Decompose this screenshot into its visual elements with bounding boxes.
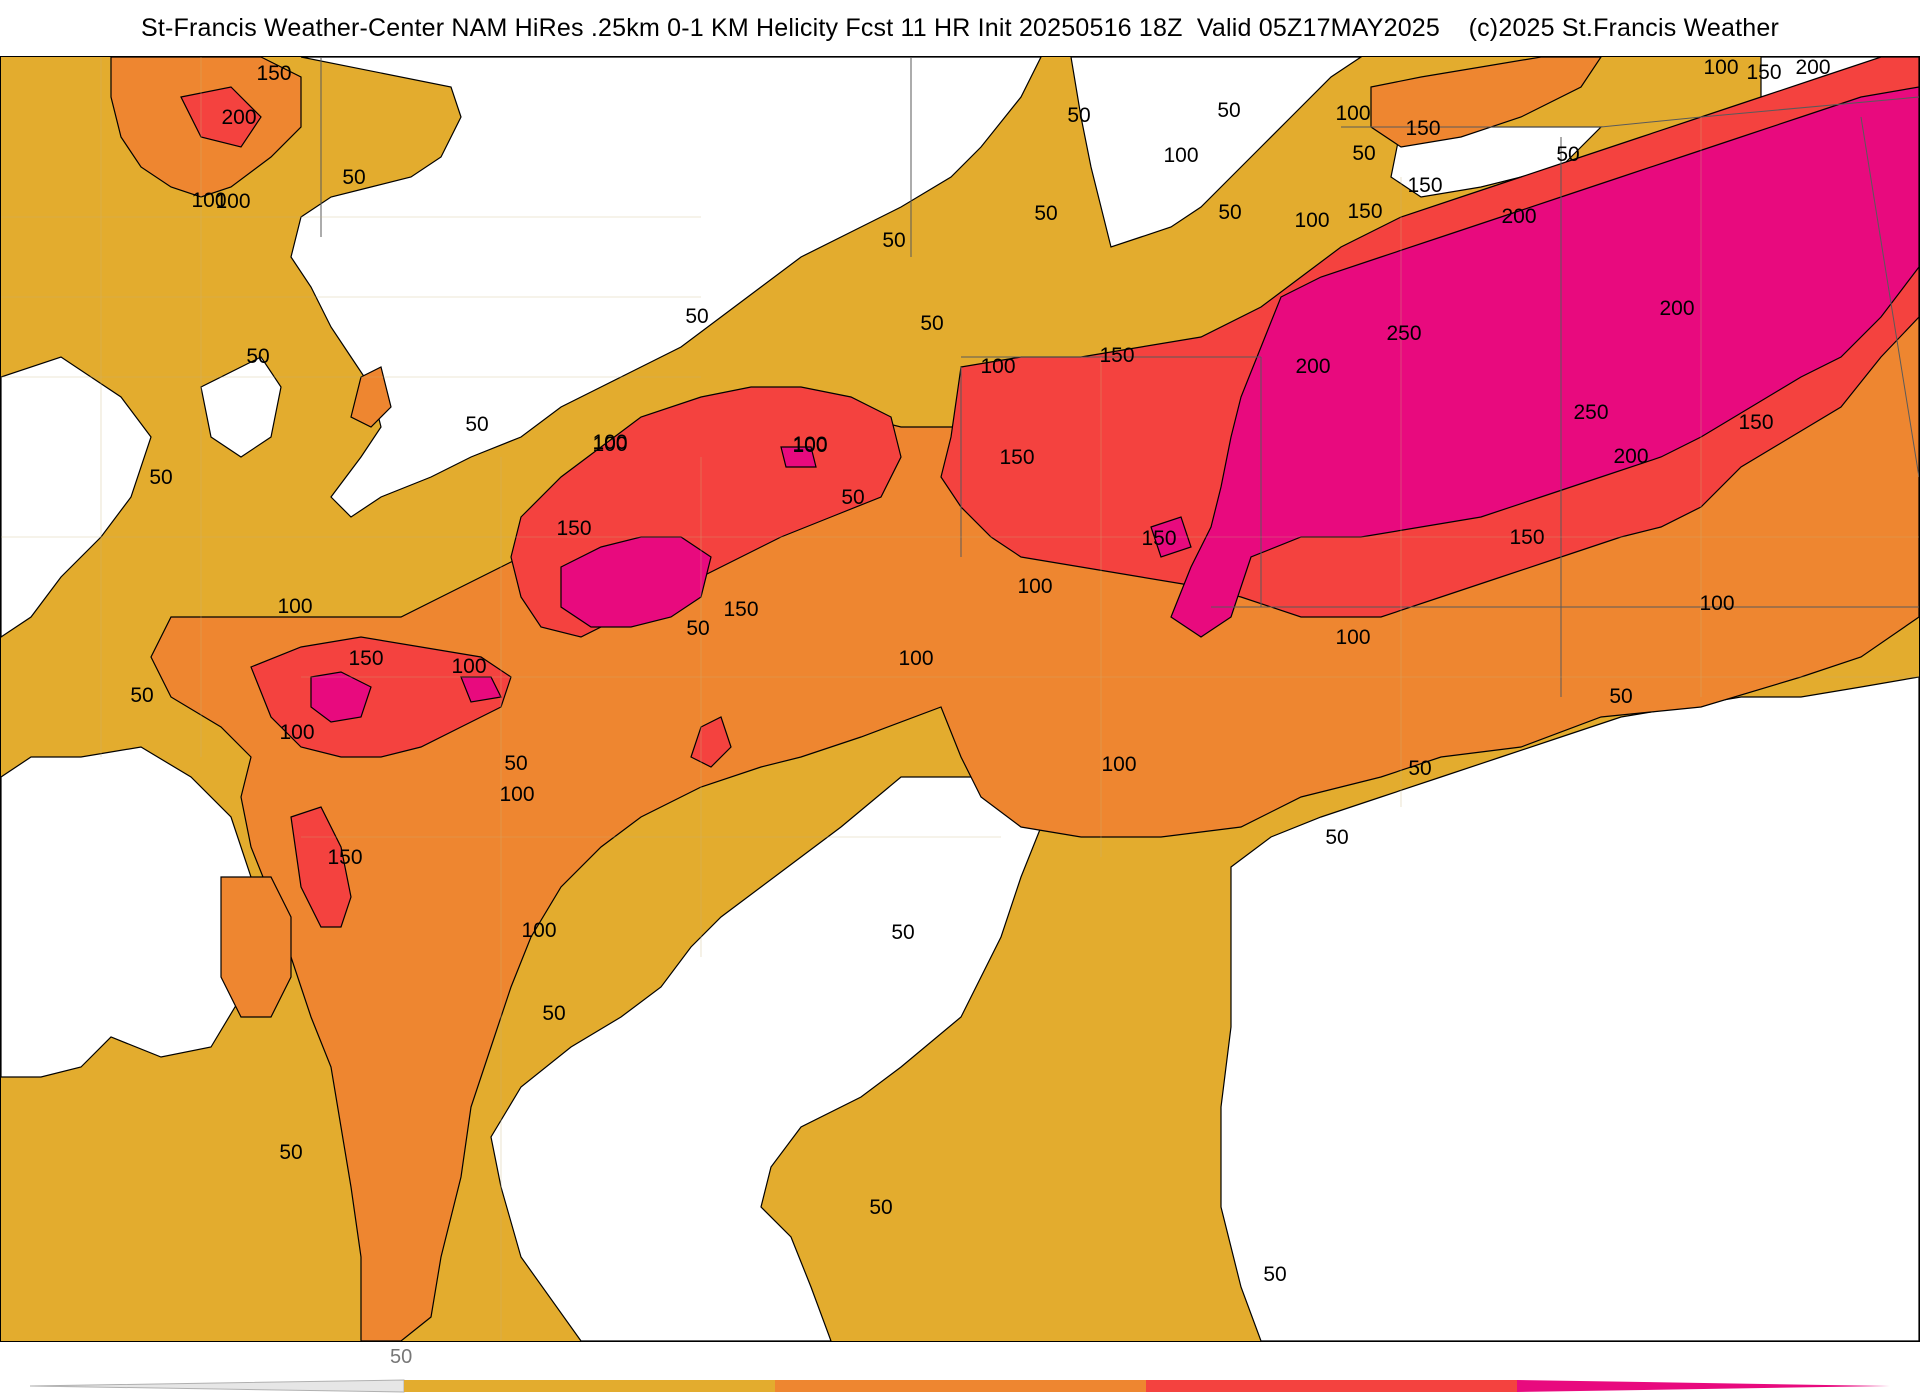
contour-label: 100 xyxy=(521,919,556,942)
band-200-east xyxy=(1170,86,1919,638)
contour-label: 150 xyxy=(348,647,383,670)
state-boundaries xyxy=(320,57,1919,697)
contour-label: 50 xyxy=(891,921,914,944)
contour-label: 100 xyxy=(1703,57,1738,79)
contour-label: 200 xyxy=(1295,355,1330,378)
contour-label: 150 xyxy=(1746,61,1781,84)
contour-label: 100 xyxy=(191,189,226,212)
contour-label: 50 xyxy=(685,305,708,328)
band-200-west xyxy=(310,671,372,723)
contour-label: 50 xyxy=(1325,826,1348,849)
band-100-west-blob-2 xyxy=(350,366,392,428)
contour-label: 200 xyxy=(1795,57,1830,79)
contour-label: 50 xyxy=(1609,685,1632,708)
contour-label: 100 xyxy=(277,595,312,618)
contour-labels: 100 150 200 50 100 50 100 150 50 100 150… xyxy=(130,57,1830,1286)
white-texas-gulf-coast xyxy=(490,776,1042,1341)
fill-200-band xyxy=(310,86,1919,723)
contour-label: 50 xyxy=(342,166,365,189)
contour-label: 50 xyxy=(841,486,864,509)
contour-label: 100 xyxy=(792,433,827,456)
contour-label: 50 xyxy=(465,413,488,436)
contour-label: 50 xyxy=(130,684,153,707)
contour-label: 200 xyxy=(1613,445,1648,468)
contour-label: 50 xyxy=(1352,142,1375,165)
legend-bin xyxy=(775,1380,1146,1392)
band-200-small-2 xyxy=(780,446,817,468)
contour-label: 50 xyxy=(686,617,709,640)
contour-label: 50 xyxy=(1217,99,1240,122)
contour-label: 50 xyxy=(246,345,269,368)
contour-label: 150 xyxy=(1141,527,1176,550)
contour-label: 50 xyxy=(869,1196,892,1219)
contour-label: 150 xyxy=(1347,200,1382,223)
contour-label: 100 xyxy=(898,647,933,670)
contour-label: 100 xyxy=(1017,575,1052,598)
contour-label: 100 xyxy=(1163,144,1198,167)
contour-label: 50 xyxy=(1408,757,1431,780)
white-north-central xyxy=(290,57,1042,518)
contour-label: 50 xyxy=(279,1141,302,1164)
band-100-west-blob xyxy=(220,876,292,1018)
band-100-ne-strip xyxy=(1370,57,1602,148)
contour-label: 50 xyxy=(542,1002,565,1025)
contour-label: 250 xyxy=(1386,322,1421,345)
contour-label: 50 xyxy=(1034,202,1057,225)
legend-bin xyxy=(1146,1380,1517,1392)
contour-label: 100 xyxy=(1335,102,1370,125)
contour-label: 200 xyxy=(221,106,256,129)
contour-label: 200 xyxy=(1501,205,1536,228)
contour-label: 50 xyxy=(1067,104,1090,127)
contour-label: 150 xyxy=(256,62,291,85)
map-title: St-Francis Weather-Center NAM HiRes .25k… xyxy=(140,14,1779,42)
contour-label: 50 xyxy=(920,312,943,335)
contour-label: 150 xyxy=(1407,174,1442,197)
contour-label: 250 xyxy=(1573,401,1608,424)
contour-label: 100 xyxy=(215,190,250,213)
contour-label: 150 xyxy=(327,846,362,869)
contour-label: 100 xyxy=(1294,209,1329,232)
contour-label: 100 xyxy=(279,721,314,744)
contour-label: 50 xyxy=(504,752,527,775)
contour-label: 150 xyxy=(1509,526,1544,549)
contour-label: 100 xyxy=(451,655,486,678)
contour-label: 100 xyxy=(499,783,534,806)
legend-tick-label: 50 xyxy=(390,1346,413,1368)
white-northeast xyxy=(1070,57,1363,248)
legend-taper-left xyxy=(29,1379,405,1393)
contour-label: 150 xyxy=(556,517,591,540)
contour-label: 150 xyxy=(1405,117,1440,140)
contour-label: 50 xyxy=(1263,1263,1286,1286)
contour-label: 150 xyxy=(1738,411,1773,434)
contour-label: 50 xyxy=(1218,201,1241,224)
contour-label: 150 xyxy=(723,598,758,621)
contour-label: 100 xyxy=(1699,592,1734,615)
contour-label: 200 xyxy=(1659,297,1694,320)
contour-label: 100 xyxy=(792,434,827,457)
band-150-west xyxy=(250,636,512,758)
color-scale-legend: 50 xyxy=(0,1340,1920,1400)
contour-label: 100 xyxy=(1101,753,1136,776)
contour-label: 50 xyxy=(149,466,172,489)
contour-label: 100 xyxy=(1335,626,1370,649)
contour-label: 150 xyxy=(1099,344,1134,367)
contour-label: 50 xyxy=(1556,143,1579,166)
contour-label: 100 xyxy=(592,431,627,454)
white-west-hole xyxy=(200,356,282,458)
contour-label: 150 xyxy=(999,446,1034,469)
contour-label: 50 xyxy=(882,229,905,252)
legend-taper-right xyxy=(1517,1380,1890,1392)
contour-label: 100 xyxy=(592,433,627,456)
helicity-map: 100 150 200 50 100 50 100 150 50 100 150… xyxy=(0,56,1920,1342)
legend-bin xyxy=(404,1380,775,1392)
contour-label: 100 xyxy=(980,355,1015,378)
county-lines xyxy=(1,57,1919,1341)
